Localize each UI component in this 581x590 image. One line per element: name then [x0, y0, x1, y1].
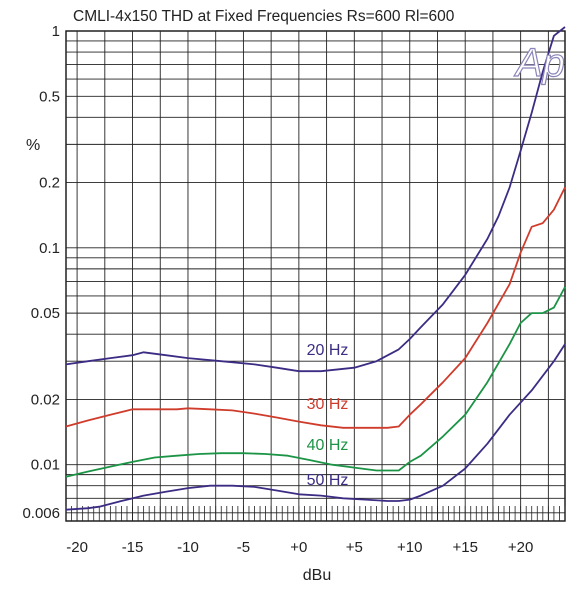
x-tick-label: -20 — [66, 539, 88, 556]
x-tick-label: +10 — [397, 539, 422, 556]
y-tick-label: 0.05 — [31, 305, 60, 322]
x-tick-label: +0 — [290, 539, 307, 556]
series-label: 50 Hz — [307, 472, 349, 489]
x-tick-label: +20 — [508, 539, 533, 556]
x-tick-label: -10 — [177, 539, 199, 556]
x-tick-label: -5 — [237, 539, 250, 556]
ap-logo: Ap — [514, 41, 565, 85]
series-label: 20 Hz — [307, 342, 349, 359]
series-line-50-hz — [65, 343, 566, 511]
series-line-20-hz — [65, 26, 566, 373]
chart-title: CMLI-4x150 THD at Fixed Frequencies Rs=6… — [73, 8, 455, 25]
y-tick-label: 0.1 — [39, 240, 60, 257]
y-tick-label: 0.006 — [22, 505, 60, 522]
series-label: 30 Hz — [307, 396, 349, 413]
x-tick-labels: -20 -15 -10 -5 +0 +5 +10 +15 +20 — [66, 539, 533, 556]
minor-ticks — [65, 506, 566, 521]
series-group — [65, 26, 566, 511]
series-line-30-hz — [65, 186, 566, 429]
x-tick-label: +15 — [452, 539, 477, 556]
y-tick-label: 0.01 — [31, 457, 60, 474]
y-tick-label: 0.02 — [31, 391, 60, 408]
y-tick-label: 0.2 — [39, 175, 60, 192]
y-tick-label: 1 — [52, 23, 60, 40]
x-tick-label: +5 — [346, 539, 363, 556]
y-tick-label: 0.5 — [39, 88, 60, 105]
series-label: 40 Hz — [307, 437, 349, 454]
x-axis-label: dBu — [303, 567, 331, 584]
y-tick-labels: 1 0.5 0.2 0.1 0.05 0.02 0.01 0.006 — [22, 23, 60, 522]
plot-frame — [65, 30, 566, 522]
y-axis-label: % — [26, 137, 40, 154]
x-tick-label: -15 — [122, 539, 144, 556]
series-line-40-hz — [65, 286, 566, 478]
series-labels: 20 Hz 30 Hz 40 Hz 50 Hz — [307, 342, 349, 489]
